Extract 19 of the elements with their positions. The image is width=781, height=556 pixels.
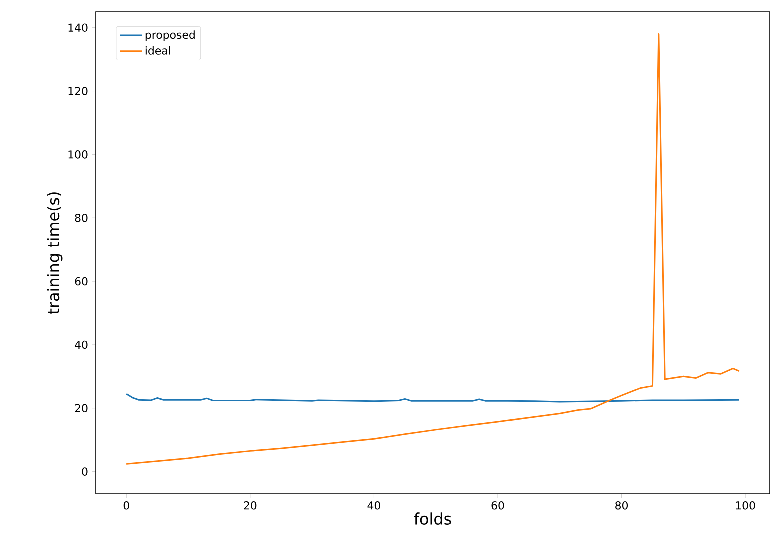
legend-label: ideal [146,46,170,55]
y-tick-label: 40 [75,340,88,350]
x-tick-label: 40 [368,502,380,510]
x-tick-label: 60 [492,502,504,510]
y-tick-label: 140 [68,24,88,32]
x-tick-label: 100 [736,502,756,510]
x-tick-label: 0 [124,502,130,510]
legend-label: proposed [146,30,195,42]
y-tick-label: 120 [68,87,88,96]
x-tick-label: 20 [244,502,257,510]
y-axis-title: training time(s) [47,192,63,314]
y-tick-label: 60 [75,277,88,286]
y-tick-label: 100 [68,150,88,159]
x-tick-label: 80 [616,502,628,510]
x-axis-title: folds [414,512,452,525]
y-tick-label: 0 [82,468,88,476]
line-series [126,393,740,403]
y-tick-label: 80 [75,214,88,222]
y-tick-label: 20 [75,404,88,413]
